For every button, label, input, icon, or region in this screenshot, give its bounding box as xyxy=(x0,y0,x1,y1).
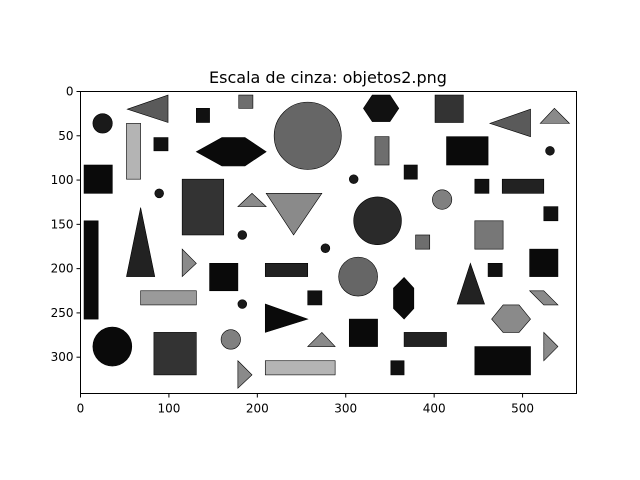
x-tick-label: 400 xyxy=(423,402,446,416)
object-rect-16 xyxy=(403,164,418,180)
object-rect-48 xyxy=(153,332,197,376)
object-circle-36 xyxy=(338,256,378,297)
object-rect-3 xyxy=(238,94,254,109)
y-tick-label: 0 xyxy=(66,85,74,99)
object-rect-42 xyxy=(307,290,323,306)
x-tick-label: 500 xyxy=(511,402,534,416)
object-rect-40 xyxy=(140,290,197,306)
object-polygon-54 xyxy=(543,331,559,362)
object-polygon-7 xyxy=(488,108,531,138)
object-circle-14 xyxy=(545,146,555,156)
object-circle-47 xyxy=(92,326,133,367)
object-rect-56 xyxy=(264,360,336,376)
object-circle-29 xyxy=(237,230,248,240)
object-rect-15 xyxy=(83,164,113,194)
object-polygon-37 xyxy=(456,262,485,305)
object-polygon-45 xyxy=(528,290,559,306)
chart-title: Escala de cinza: objetos2.png xyxy=(209,68,447,87)
y-tick-label: 200 xyxy=(51,262,74,276)
object-polygon-11 xyxy=(195,137,267,167)
x-tick-label: 200 xyxy=(246,402,269,416)
object-polygon-55 xyxy=(237,360,253,389)
object-rect-10 xyxy=(153,137,169,152)
object-rect-51 xyxy=(348,318,378,347)
object-circle-26 xyxy=(353,196,402,246)
y-tick-label: 250 xyxy=(51,306,74,320)
object-rect-38 xyxy=(487,263,503,277)
object-polygon-46 xyxy=(491,304,531,333)
object-circle-20 xyxy=(154,188,164,199)
x-tick-label: 300 xyxy=(334,402,357,416)
object-rect-6 xyxy=(434,94,464,123)
y-tick-label: 100 xyxy=(51,173,74,187)
object-rect-35 xyxy=(264,263,309,277)
axes-frame xyxy=(80,91,577,394)
object-circle-4 xyxy=(273,101,342,170)
object-rect-52 xyxy=(403,332,447,347)
object-rect-2 xyxy=(196,108,210,123)
object-rect-18 xyxy=(474,178,490,194)
object-rect-34 xyxy=(209,263,239,292)
y-tick-label: 300 xyxy=(51,350,74,364)
object-rect-53 xyxy=(474,346,531,376)
x-tick-label: 100 xyxy=(157,402,180,416)
object-rect-30 xyxy=(474,220,504,250)
x-tick-label: 0 xyxy=(77,402,85,416)
object-circle-0 xyxy=(92,113,113,134)
object-rect-9 xyxy=(126,123,141,180)
object-circle-43 xyxy=(237,299,248,309)
object-polygon-44 xyxy=(264,303,309,333)
y-tick-label: 50 xyxy=(58,129,73,143)
object-polygon-41 xyxy=(393,277,415,320)
axis-ticks: 0 100 200 300 400 500 0 50 100 150 200 250 300 xyxy=(51,85,534,416)
object-circle-17 xyxy=(348,174,359,184)
object-circle-32 xyxy=(320,243,331,253)
image-area xyxy=(80,91,577,394)
object-polygon-8 xyxy=(539,107,571,124)
object-polygon-28 xyxy=(126,207,156,277)
object-polygon-22 xyxy=(237,192,267,207)
object-rect-31 xyxy=(415,234,431,250)
object-polygon-23 xyxy=(265,193,323,236)
object-rect-12 xyxy=(374,136,390,166)
object-circle-24 xyxy=(432,189,453,210)
object-rect-57 xyxy=(390,360,405,376)
object-polygon-5 xyxy=(363,94,400,122)
object-rect-27 xyxy=(83,220,99,320)
object-rect-13 xyxy=(446,136,489,166)
object-rect-39 xyxy=(529,248,559,277)
object-rect-19 xyxy=(501,178,545,194)
object-polygon-33 xyxy=(181,248,197,278)
object-rect-25 xyxy=(543,206,559,222)
object-rect-21 xyxy=(181,178,225,236)
y-tick-label: 150 xyxy=(51,217,74,231)
object-circle-49 xyxy=(220,329,241,350)
object-polygon-1 xyxy=(126,94,169,123)
object-polygon-50 xyxy=(306,331,336,347)
